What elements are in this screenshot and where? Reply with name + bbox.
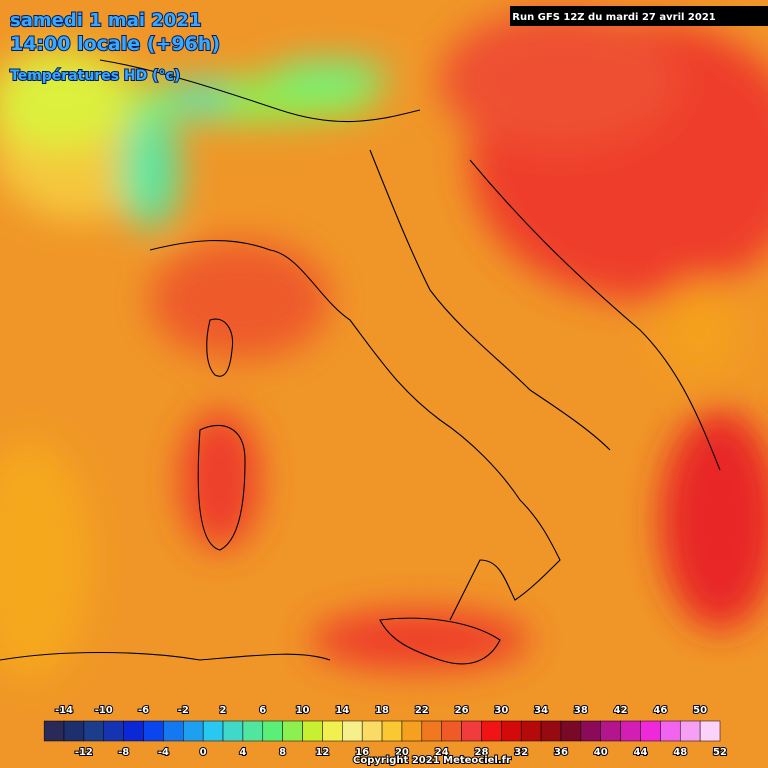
scale-box xyxy=(63,720,85,742)
scale-box xyxy=(222,720,244,742)
scale-label: -6 xyxy=(138,705,149,716)
scale-label: -4 xyxy=(158,747,169,758)
scale-label: 26 xyxy=(455,705,469,716)
scale-box xyxy=(202,720,224,742)
run-info: Run GFS 12Z du mardi 27 avril 2021 xyxy=(512,12,716,23)
scale-label: 32 xyxy=(514,747,528,758)
scale-box xyxy=(580,720,601,742)
scale-label: 6 xyxy=(259,705,266,716)
map-title: samedi 1 mai 2021 xyxy=(10,10,201,31)
scale-box xyxy=(620,720,641,742)
scale-label: 48 xyxy=(673,747,687,758)
scale-label: 50 xyxy=(693,705,707,716)
scale-box xyxy=(401,720,423,742)
scale-box xyxy=(83,720,105,742)
scale-label: 12 xyxy=(315,747,329,758)
scale-label: 22 xyxy=(415,705,429,716)
scale-label: 20 xyxy=(395,747,409,758)
scale-box xyxy=(322,720,343,742)
scale-label: 40 xyxy=(594,747,608,758)
scale-box xyxy=(679,720,701,742)
scale-label: 10 xyxy=(296,705,310,716)
scale-box xyxy=(143,720,164,742)
scale-label: 52 xyxy=(713,747,727,758)
scale-box xyxy=(302,720,323,742)
scale-label: 2 xyxy=(220,705,227,716)
scale-box xyxy=(282,720,303,742)
scale-box xyxy=(163,720,184,742)
scale-box xyxy=(501,720,522,742)
scale-box xyxy=(103,720,124,742)
scale-box xyxy=(481,720,502,742)
scale-label: 42 xyxy=(614,705,628,716)
coastlines xyxy=(0,59,721,665)
run-box xyxy=(510,6,768,26)
variable-name: Températures HD (°c) xyxy=(10,68,180,84)
scale-label: 30 xyxy=(494,705,508,716)
scale-box xyxy=(540,720,562,742)
scale-box xyxy=(600,720,621,742)
color-scale: -14 -10 -6 -2 2 6 10 14 18 22 26 30 34 38 42 46 50-12 -8-… xyxy=(43,704,728,759)
scale-box xyxy=(441,720,462,742)
scale-box xyxy=(699,720,721,742)
scale-label: 38 xyxy=(574,705,588,716)
scale-label: 34 xyxy=(534,705,548,716)
scale-label: -10 xyxy=(95,705,113,716)
scale-box xyxy=(381,720,403,742)
scale-box xyxy=(183,720,204,742)
scale-label: -8 xyxy=(118,747,129,758)
scale-box xyxy=(660,720,681,742)
scale-label: 28 xyxy=(474,747,488,758)
scale-label: -2 xyxy=(178,705,189,716)
scale-box xyxy=(461,720,482,742)
scale-label: 44 xyxy=(634,747,648,758)
scale-box xyxy=(262,720,283,742)
scale-label: 24 xyxy=(435,747,449,758)
scale-box xyxy=(421,720,442,742)
scale-label: 18 xyxy=(375,705,389,716)
scale-label: 8 xyxy=(279,747,286,758)
scale-box xyxy=(520,720,542,742)
copyright: Copyright 2021 Meteociel.fr xyxy=(353,755,511,766)
scale-box xyxy=(43,720,65,742)
scale-box xyxy=(242,720,264,742)
scale-label: -14 xyxy=(55,705,73,716)
forecast-time: 14:00 locale (+96h) xyxy=(10,33,220,55)
scale-label: 4 xyxy=(239,747,246,758)
scale-label: 16 xyxy=(355,747,369,758)
scale-box xyxy=(560,720,582,742)
scale-box xyxy=(640,720,661,742)
scale-label: 46 xyxy=(653,705,667,716)
scale-box xyxy=(361,720,383,742)
scale-box xyxy=(342,720,363,742)
scale-label: 14 xyxy=(335,705,349,716)
scale-label: 0 xyxy=(200,747,207,758)
scale-label: 36 xyxy=(554,747,568,758)
scale-box xyxy=(123,720,144,742)
scale-label: -12 xyxy=(75,747,93,758)
